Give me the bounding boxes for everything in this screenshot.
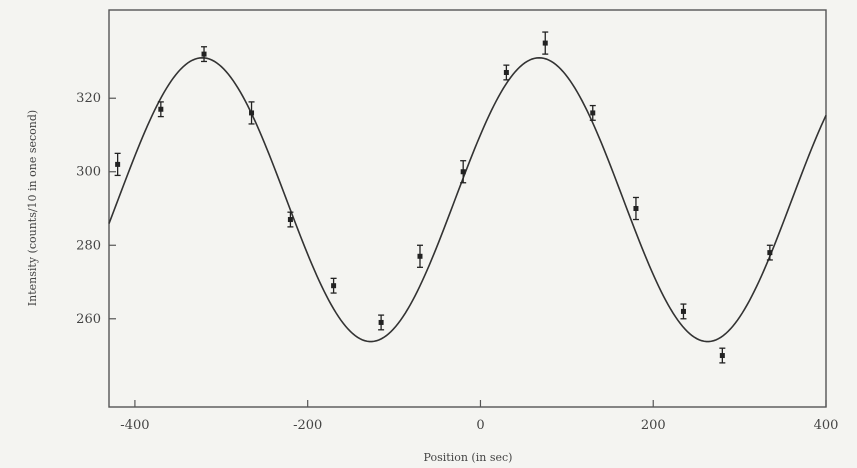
- y-tick-label: 320: [76, 91, 101, 106]
- data-point: [158, 106, 164, 112]
- data-point: [287, 217, 293, 223]
- y-tick-label: 280: [76, 238, 101, 253]
- data-point: [460, 169, 466, 175]
- data-point: [249, 110, 255, 116]
- data-point: [503, 69, 509, 75]
- x-axis: -400 -200 0 200 400: [120, 400, 838, 433]
- x-tick-label: 0: [476, 418, 484, 433]
- fit-curve: [108, 56, 827, 343]
- x-tick-label: 200: [641, 418, 666, 433]
- y-axis-title: Intensity (counts/10 in one second): [26, 110, 39, 306]
- y-axis: 260 280 300 320: [76, 91, 116, 327]
- data-point: [633, 206, 639, 211]
- data-point: [115, 161, 121, 167]
- data-point: [719, 353, 725, 359]
- y-tick-label: 260: [76, 312, 101, 327]
- plot-frame: [108, 9, 827, 408]
- data-point: [378, 319, 384, 325]
- x-axis-title: Position (in sec): [424, 451, 513, 464]
- data-points: [114, 31, 773, 364]
- data-point: [331, 283, 337, 289]
- data-point: [542, 40, 548, 46]
- y-tick-label: 300: [76, 165, 101, 180]
- data-point: [767, 250, 773, 256]
- data-point: [201, 51, 207, 57]
- data-point: [680, 308, 686, 314]
- x-tick-label: -200: [293, 418, 322, 433]
- data-point: [590, 110, 596, 116]
- x-tick-label: 400: [814, 418, 839, 433]
- x-tick-label: -400: [120, 418, 149, 433]
- data-point: [417, 253, 423, 259]
